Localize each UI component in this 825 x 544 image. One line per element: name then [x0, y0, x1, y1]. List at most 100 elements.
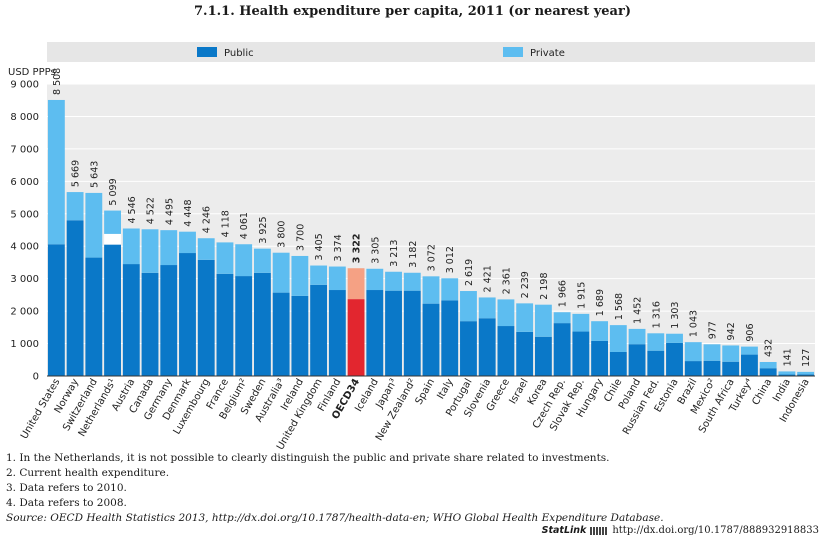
bar-public — [666, 342, 683, 376]
bar-private — [122, 228, 140, 265]
y-tick-label: 4 000 — [10, 242, 39, 253]
bar-private — [572, 313, 590, 332]
bar-private — [797, 371, 815, 375]
bar-private — [272, 252, 290, 293]
bar-private — [478, 297, 496, 319]
data-label: 8 508 — [52, 68, 63, 95]
bar-private — [441, 278, 459, 301]
data-label: 1 915 — [576, 282, 587, 309]
bar-public — [609, 351, 627, 376]
x-tick-label: Spain — [414, 377, 438, 407]
bar-private — [553, 312, 571, 324]
y-tick-label: 5 000 — [10, 209, 39, 220]
bar-public — [104, 244, 121, 376]
bar-public — [647, 350, 665, 376]
data-label: 977 — [707, 321, 718, 339]
bar-public — [122, 264, 140, 376]
data-label: 127 — [801, 349, 812, 367]
data-label: 3 374 — [333, 234, 344, 261]
data-label: 1 689 — [595, 289, 606, 316]
data-label: 1 316 — [651, 301, 662, 328]
data-label: 3 305 — [370, 237, 381, 264]
bar-public — [741, 354, 758, 376]
data-label: 4 495 — [164, 198, 175, 225]
data-label: 5 099 — [108, 178, 119, 205]
data-label: 942 — [726, 322, 737, 340]
bar-public — [47, 244, 65, 376]
legend-label: Private — [530, 48, 565, 59]
data-label: 141 — [782, 348, 793, 366]
bar-public — [197, 259, 215, 376]
data-label: 4 061 — [239, 212, 250, 239]
data-label: 5 669 — [71, 160, 82, 187]
data-label: 4 118 — [220, 210, 231, 237]
data-label: 2 239 — [520, 271, 531, 298]
bar-private — [497, 299, 515, 327]
data-label: 4 522 — [146, 197, 157, 224]
data-label: 1 568 — [614, 293, 625, 320]
bar-private — [628, 328, 646, 345]
bar-public — [235, 276, 253, 376]
bar-public — [310, 284, 328, 376]
data-label: 2 421 — [483, 265, 494, 292]
bar-private — [722, 345, 740, 362]
bar-private — [85, 192, 103, 258]
data-label: 4 546 — [127, 196, 138, 223]
y-axis-label: USD PPPs — [8, 67, 56, 78]
data-label: 3 213 — [389, 240, 400, 267]
data-label: 4 246 — [202, 206, 213, 233]
bar-private — [609, 325, 627, 352]
bar-public — [497, 326, 515, 376]
data-label: 3 322 — [352, 233, 363, 263]
legend-label: Public — [224, 48, 254, 59]
bar-public — [572, 331, 590, 376]
bar-private — [235, 244, 253, 277]
data-label: 1 966 — [558, 280, 569, 307]
bar-private — [422, 276, 440, 304]
bar-public — [460, 321, 477, 376]
statlink[interactable]: StatLink http://dx.doi.org/10.1787/888932… — [542, 525, 819, 536]
bar-public — [422, 303, 440, 376]
statlink-name: StatLink — [541, 525, 587, 536]
bar-private — [759, 361, 777, 369]
bar-public — [347, 299, 365, 376]
bar-public — [534, 336, 552, 376]
bar-private — [253, 248, 271, 273]
data-label: 906 — [745, 323, 756, 341]
data-label: 3 405 — [314, 233, 325, 260]
bar-public — [385, 290, 402, 376]
bar-public — [291, 295, 309, 376]
data-label: 3 700 — [295, 224, 306, 251]
x-tick-label: China — [750, 377, 774, 407]
bar-private — [310, 265, 328, 285]
bar-public — [778, 374, 796, 376]
bar-private — [66, 192, 84, 221]
bar-public — [328, 290, 346, 376]
footnote: 3. Data refers to 2010. — [6, 482, 127, 494]
y-tick-label: 2 000 — [10, 307, 39, 318]
bar-chart: Public Private USD PPPs 0 1 000 2 000 3 000 4 0… — [8, 42, 815, 450]
bar-private — [403, 272, 421, 291]
y-tick-label: 7 000 — [10, 144, 39, 155]
y-tick-label: 3 000 — [10, 274, 39, 285]
bar-private — [778, 371, 796, 375]
bar-public — [253, 272, 271, 376]
bar-public — [628, 344, 646, 376]
statlink-url[interactable]: http://dx.doi.org/10.1787/888932918833 — [612, 525, 819, 536]
data-label: 3 925 — [258, 216, 269, 243]
bar-private — [160, 230, 178, 266]
footnote: 1. In the Netherlands, it is not possibl… — [6, 452, 610, 464]
bar-private — [216, 242, 234, 274]
bar-public — [160, 265, 178, 376]
bar-public — [516, 331, 534, 376]
y-tick-label: 1 000 — [10, 339, 39, 350]
data-label: 3 182 — [408, 241, 419, 268]
bar-public — [66, 220, 84, 376]
data-label: 2 198 — [539, 272, 550, 299]
bar-public — [216, 273, 234, 376]
bar-private — [104, 210, 121, 234]
bar-private — [684, 342, 702, 362]
bar-private — [666, 333, 683, 343]
data-label: 3 800 — [277, 221, 288, 248]
bar-private — [328, 266, 346, 291]
